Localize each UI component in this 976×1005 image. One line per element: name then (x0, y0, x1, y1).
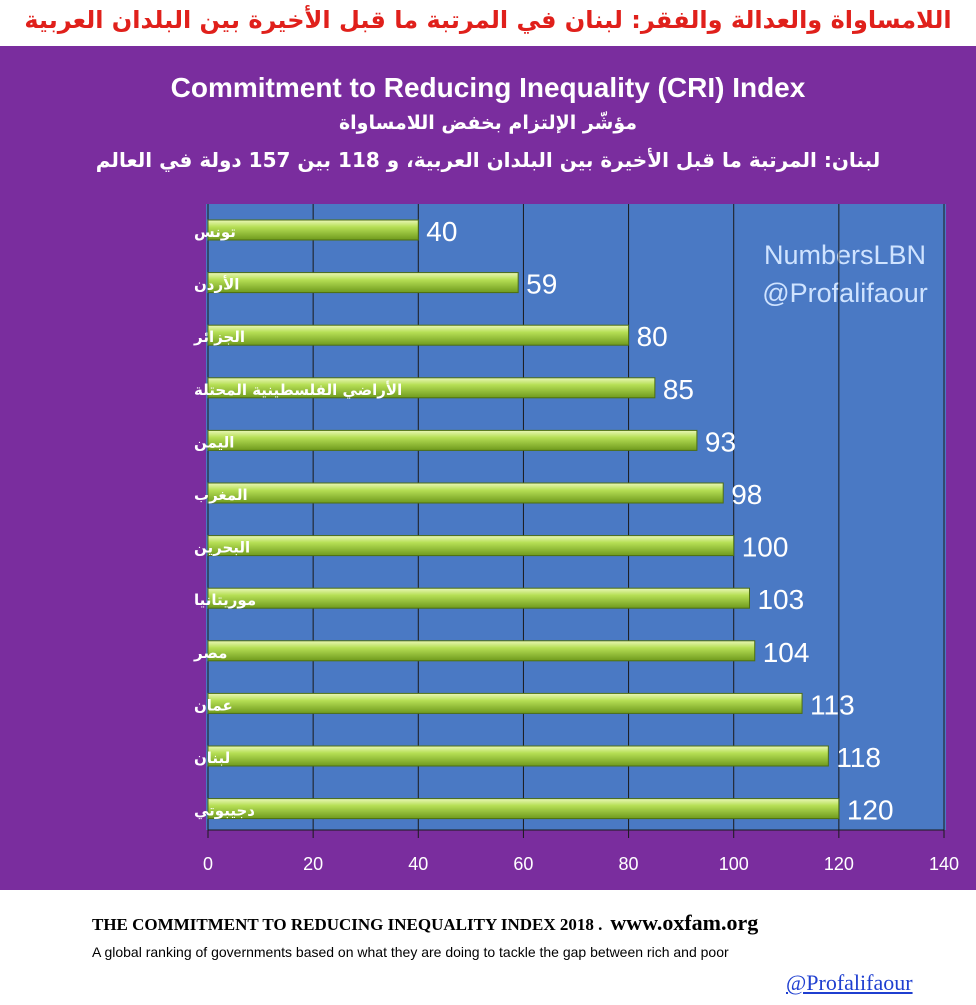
bar (207, 377, 656, 399)
category-label: الجزائر (193, 328, 245, 346)
data-label: 80 (637, 321, 668, 352)
data-label: 118 (836, 742, 881, 773)
data-label: 59 (526, 269, 557, 300)
bar (207, 535, 735, 557)
data-label: 93 (705, 426, 736, 457)
data-label: 100 (742, 532, 789, 563)
category-label: مصر (193, 644, 227, 662)
plot-area (206, 204, 946, 830)
category-label: البحرين (194, 539, 250, 557)
bar (207, 482, 724, 504)
data-label: 85 (663, 374, 694, 405)
category-label: الأردن (194, 276, 239, 294)
footer-url-link[interactable]: www.oxfam.org (610, 910, 759, 935)
chart-title: Commitment to Reducing Inequality (CRI) … (170, 72, 806, 103)
x-tick-label: 0 (203, 854, 213, 874)
footer-description: A global ranking of governments based on… (92, 944, 729, 960)
watermark-line1: NumbersLBN (763, 240, 927, 270)
category-label: لبنان (194, 749, 230, 767)
footer-source: THE COMMITMENT TO REDUCING INEQUALITY IN… (92, 910, 758, 936)
x-tick-label: 40 (408, 854, 428, 874)
bar (207, 692, 803, 714)
category-label: تونس (194, 223, 236, 241)
bar (207, 587, 750, 609)
bar (207, 745, 829, 767)
category-label: الأراضي الفلسطينية المحتلة (194, 381, 402, 399)
twitter-handle-link[interactable]: @Profalifaour (786, 970, 913, 995)
data-label: 40 (426, 216, 457, 247)
chart-subtitle-ranking: لبنان: المرتبة ما قبل الأخيرة بين البلدا… (95, 148, 881, 172)
category-label: اليمن (194, 433, 234, 451)
bar (207, 219, 419, 241)
chart-subtitle: مؤشّر الإلتزام بخفض اللامساواة (338, 112, 638, 134)
category-label: عمان (194, 696, 233, 714)
x-tick-label: 140 (929, 854, 959, 874)
x-tick-label: 20 (303, 854, 323, 874)
bar (207, 324, 630, 346)
bar (207, 798, 840, 820)
x-tick-label: 100 (719, 854, 749, 874)
bar (207, 272, 519, 294)
data-label: 113 (810, 689, 855, 720)
bar (207, 429, 698, 451)
watermark-line2: @Profalifaour (762, 278, 928, 308)
data-label: 120 (847, 795, 894, 826)
data-label: 104 (763, 637, 810, 668)
x-tick-label: 80 (619, 854, 639, 874)
data-label: 98 (731, 479, 762, 510)
watermark: NumbersLBN @Profalifaour (745, 236, 945, 312)
category-label: دجيبوتي (194, 802, 255, 820)
x-tick-label: 60 (513, 854, 533, 874)
bar (207, 640, 756, 662)
page-title: اللامساواة والعدالة والفقر: لبنان في الم… (24, 6, 952, 34)
x-tick-label: 120 (824, 854, 854, 874)
data-label: 103 (757, 584, 804, 615)
footer-source-text: THE COMMITMENT TO REDUCING INEQUALITY IN… (92, 915, 603, 934)
category-label: المغرب (194, 486, 248, 504)
category-label: موريتانيا (194, 591, 256, 609)
